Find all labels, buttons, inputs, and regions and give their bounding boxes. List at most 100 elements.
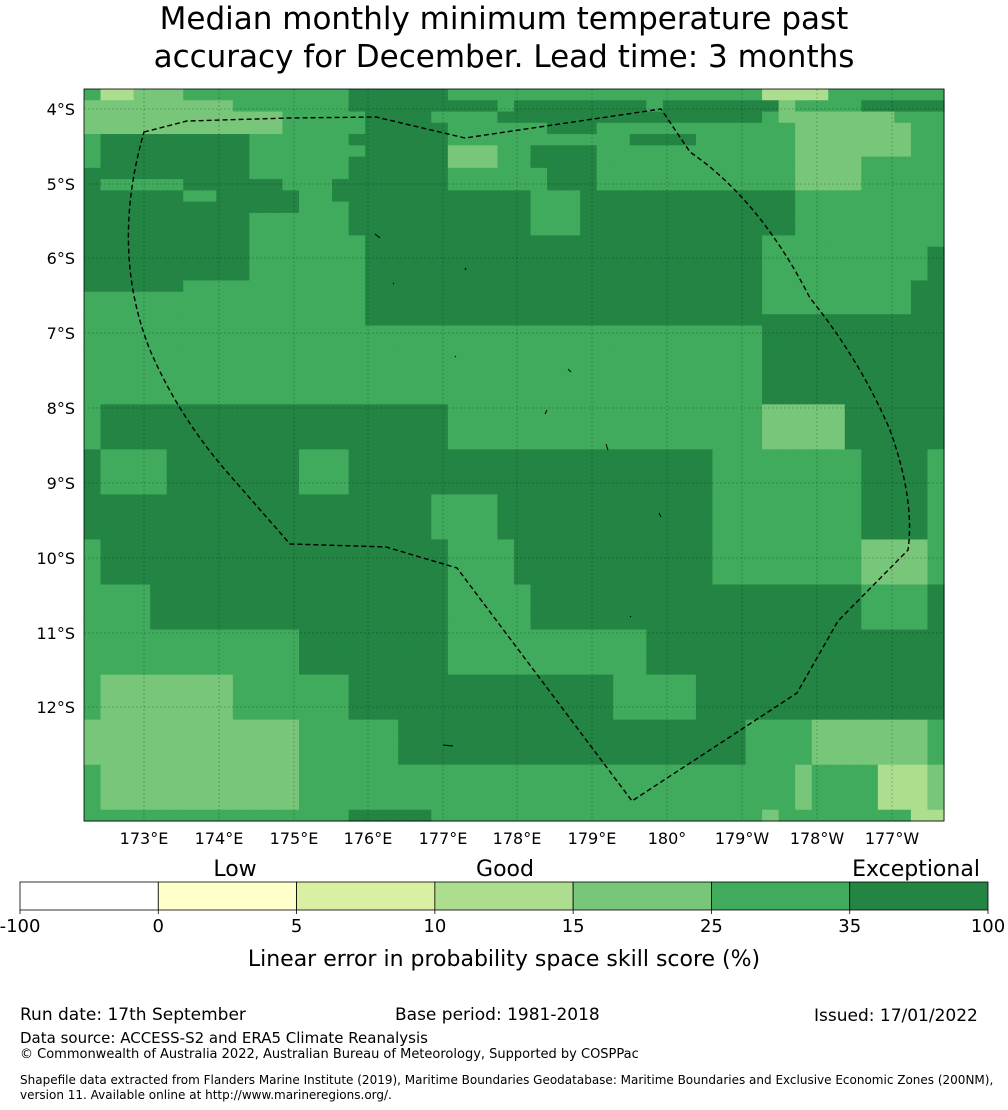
map-cell [530,528,548,541]
map-cell [861,550,879,563]
map-cell [183,291,201,304]
map-cell [844,134,862,146]
map-cell [514,505,532,518]
map-cell [150,100,168,113]
map-cell [497,663,515,676]
map-cell [762,640,780,653]
map-cell [762,595,780,608]
map-cell [282,393,300,405]
map-cell [662,381,680,394]
map-cell [133,359,151,372]
map-cell [927,89,945,101]
map-cell [150,595,168,608]
map-cell [332,438,350,450]
map-cell [712,89,730,101]
map-cell [629,325,647,338]
map-cell [662,550,680,563]
map-cell [398,393,416,405]
map-cell [547,426,565,439]
map-cell [447,280,465,293]
map-cell [547,190,565,203]
map-cell [828,415,846,428]
map-cell [762,156,780,169]
map-cell [563,809,581,822]
map-cell [365,370,383,383]
map-cell [232,348,250,360]
map-cell [480,483,499,496]
map-cell [133,798,151,811]
map-cell [447,145,465,158]
map-cell [877,246,895,259]
map-cell [365,471,383,484]
map-cell [348,246,366,259]
map-cell [530,674,548,687]
map-cell [811,291,829,304]
map-cell [844,708,862,721]
map-cell [695,730,714,743]
map-cell [447,122,465,135]
map-cell [828,629,846,642]
map-cell [861,674,879,687]
map-cell [265,201,284,214]
map-cell [861,561,879,574]
map-cell [662,122,680,135]
map-cell [166,775,184,788]
map-cell [299,336,317,349]
map-cell [828,685,846,698]
map-cell [695,697,714,709]
map-cell [117,550,135,563]
map-cell [249,685,267,698]
map-cell [514,381,532,394]
map-cell [778,719,796,732]
map-cell [315,404,333,417]
map-cell [596,483,614,496]
map-cell [695,291,714,304]
map-cell [712,708,730,721]
map-cell [414,111,432,124]
map-cell [927,494,945,507]
map-cell [398,370,416,383]
longitude-labels: 173°E 174°E 175°E 176°E 177°E 178°E 179°E 180° 1… [120,829,920,848]
map-cell [84,426,102,439]
map-cell [480,122,499,135]
map-cell [299,663,317,676]
map-cell [332,516,350,529]
map-cell [514,426,532,439]
map-cell [381,516,399,529]
map-cell [398,618,416,631]
map-cell [232,224,250,236]
map-cell [166,550,184,563]
map-cell [778,753,796,766]
map-cell [299,404,317,417]
map-cell [249,753,267,766]
map-cell [861,134,879,146]
longitude-label: 175°E [270,829,319,848]
map-cell [580,584,598,597]
map-cell [216,89,234,101]
map-cell [596,685,614,698]
map-cell [381,618,399,631]
map-cell [927,809,945,822]
map-cell [563,494,581,507]
map-cell [282,483,300,496]
island [658,512,662,518]
map-cell [844,100,862,113]
map-cell [580,145,598,158]
map-cell [232,652,250,664]
map-cell [894,280,912,293]
map-cell [811,516,829,529]
map-cell [530,685,548,698]
map-cell [183,742,201,755]
map-cell [795,685,813,698]
map-cell [332,212,350,225]
map-cell [84,325,102,338]
map-cell [497,235,515,248]
map-cell [464,629,482,642]
map-cell [778,100,796,113]
map-cell [431,246,449,259]
map-cell [480,573,499,586]
map-cell [133,438,151,450]
map-cell [183,539,201,552]
map-cell [877,618,895,631]
map-cell [431,415,449,428]
